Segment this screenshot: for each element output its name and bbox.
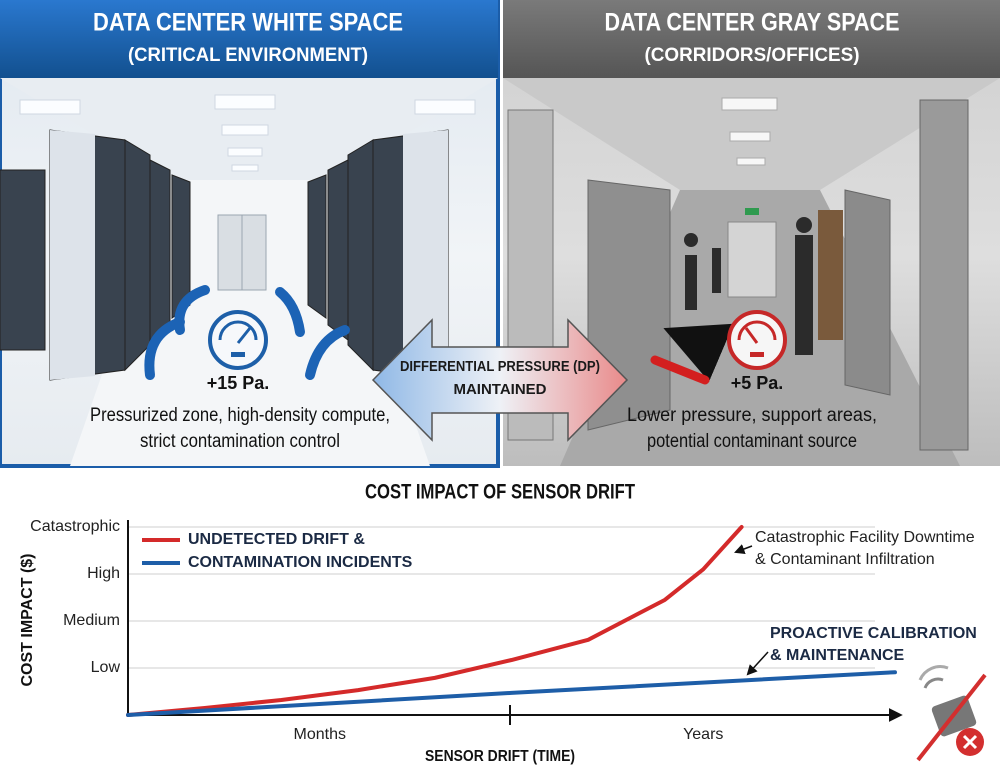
illustration-shape — [236, 327, 252, 344]
dp-label: MAINTAINED — [453, 381, 546, 398]
illustration-shape — [729, 131, 771, 142]
y-tick-label: Medium — [63, 612, 120, 629]
illustration-shape — [19, 99, 81, 115]
illustration-shape — [721, 97, 778, 166]
illustration-shape — [231, 352, 245, 357]
illustration-shape — [684, 217, 813, 355]
panel-description: Pressurized zone, high-density compute, — [90, 405, 390, 426]
illustration-shape — [844, 189, 891, 396]
annotation-arrow — [746, 651, 769, 676]
illustration-shape — [124, 139, 151, 372]
x-tick-label: Years — [683, 726, 723, 743]
illustration-shape — [414, 99, 476, 115]
series-line — [126, 670, 897, 717]
y-tick-label: High — [87, 565, 120, 582]
y-tick-label: Catastrophic — [30, 518, 120, 535]
dp-arrow — [371, 318, 629, 442]
illustration-shape — [218, 320, 258, 341]
illustration-shape — [144, 317, 185, 380]
illustration-shape — [307, 174, 327, 319]
legend-label: UNDETECTED DRIFT & — [188, 531, 365, 548]
illustration-shape — [962, 734, 978, 750]
annotation: PROACTIVE CALIBRATION — [770, 625, 977, 642]
illustration-shape — [650, 323, 734, 385]
chart-area — [0, 468, 1000, 772]
header-bar — [0, 0, 498, 78]
illustration-shape — [737, 320, 777, 341]
illustration-shape — [916, 673, 987, 762]
illustration-shape — [818, 210, 843, 340]
annotation: & Contaminant Infiltration — [755, 551, 935, 568]
illustration-shape — [727, 221, 777, 298]
illustration-shape — [305, 325, 350, 380]
x-tick-label: Months — [294, 726, 346, 743]
dp-label: DIFFERENTIAL PRESSURE (DP) — [400, 358, 600, 375]
illustration-shape — [721, 97, 778, 111]
panel-title: DATA CENTER GRAY SPACE — [605, 9, 900, 37]
illustration-shape — [50, 130, 95, 380]
illustration-shape — [275, 287, 305, 337]
illustration-shape — [727, 310, 787, 370]
annotation-arrow — [734, 544, 753, 554]
panel-description: strict contamination control — [140, 431, 340, 452]
illustration-shape — [919, 99, 969, 451]
panel-title: DATA CENTER WHITE SPACE — [93, 9, 403, 37]
illustration-shape — [750, 352, 764, 357]
illustration-shape — [663, 323, 734, 382]
illustration-shape — [231, 164, 259, 172]
illustration-shape — [795, 235, 813, 355]
pressure-label: +15 Pa. — [207, 373, 270, 393]
illustration-shape — [174, 285, 210, 335]
illustration-shape — [214, 94, 276, 110]
legend-label: CONTAMINATION INCIDENTS — [188, 554, 413, 571]
panel-subtitle: (CRITICAL ENVIRONMENT) — [128, 45, 368, 66]
series-line — [126, 525, 744, 717]
annotation: Catastrophic Facility Downtime — [755, 529, 975, 546]
chart-title: COST IMPACT OF SENSOR DRIFT — [365, 481, 635, 504]
y-axis-label: COST IMPACT ($) — [19, 553, 36, 686]
panel-subtitle: (CORRIDORS/OFFICES) — [645, 45, 860, 66]
illustration-shape — [736, 157, 766, 166]
illustration-shape — [403, 130, 448, 380]
illustration-shape — [19, 94, 476, 172]
illustration-shape — [650, 355, 710, 385]
illustration-shape — [227, 147, 263, 157]
illustration-shape — [0, 169, 46, 351]
illustration-shape — [745, 208, 759, 215]
plot: Low Medium High Catastrophic Months Years UNDE… — [30, 518, 977, 743]
illustration-shape — [149, 159, 171, 341]
illustration-shape — [712, 248, 721, 293]
illustration-shape — [50, 130, 448, 380]
illustration-shape — [796, 217, 812, 233]
illustration-shape — [221, 124, 269, 136]
illustration-shape — [347, 139, 374, 372]
panel-description: Lower pressure, support areas, — [627, 405, 877, 426]
illustration-shape — [918, 665, 949, 681]
illustration-shape — [685, 255, 697, 310]
illustration-shape — [144, 285, 350, 380]
y-tick-label: Low — [91, 659, 121, 676]
header-bar — [503, 0, 1000, 78]
illustration-shape — [684, 233, 698, 247]
illustration-shape — [923, 677, 944, 689]
pressure-label: +5 Pa. — [731, 373, 784, 393]
illustration-shape — [327, 159, 349, 341]
annotation: & MAINTENANCE — [770, 647, 905, 664]
illustration-shape — [208, 310, 268, 370]
sensor-icon — [916, 665, 987, 762]
illustration-shape — [744, 327, 759, 344]
panel-description: potential contaminant source — [647, 431, 857, 452]
x-axis-label: SENSOR DRIFT (TIME) — [425, 748, 575, 765]
